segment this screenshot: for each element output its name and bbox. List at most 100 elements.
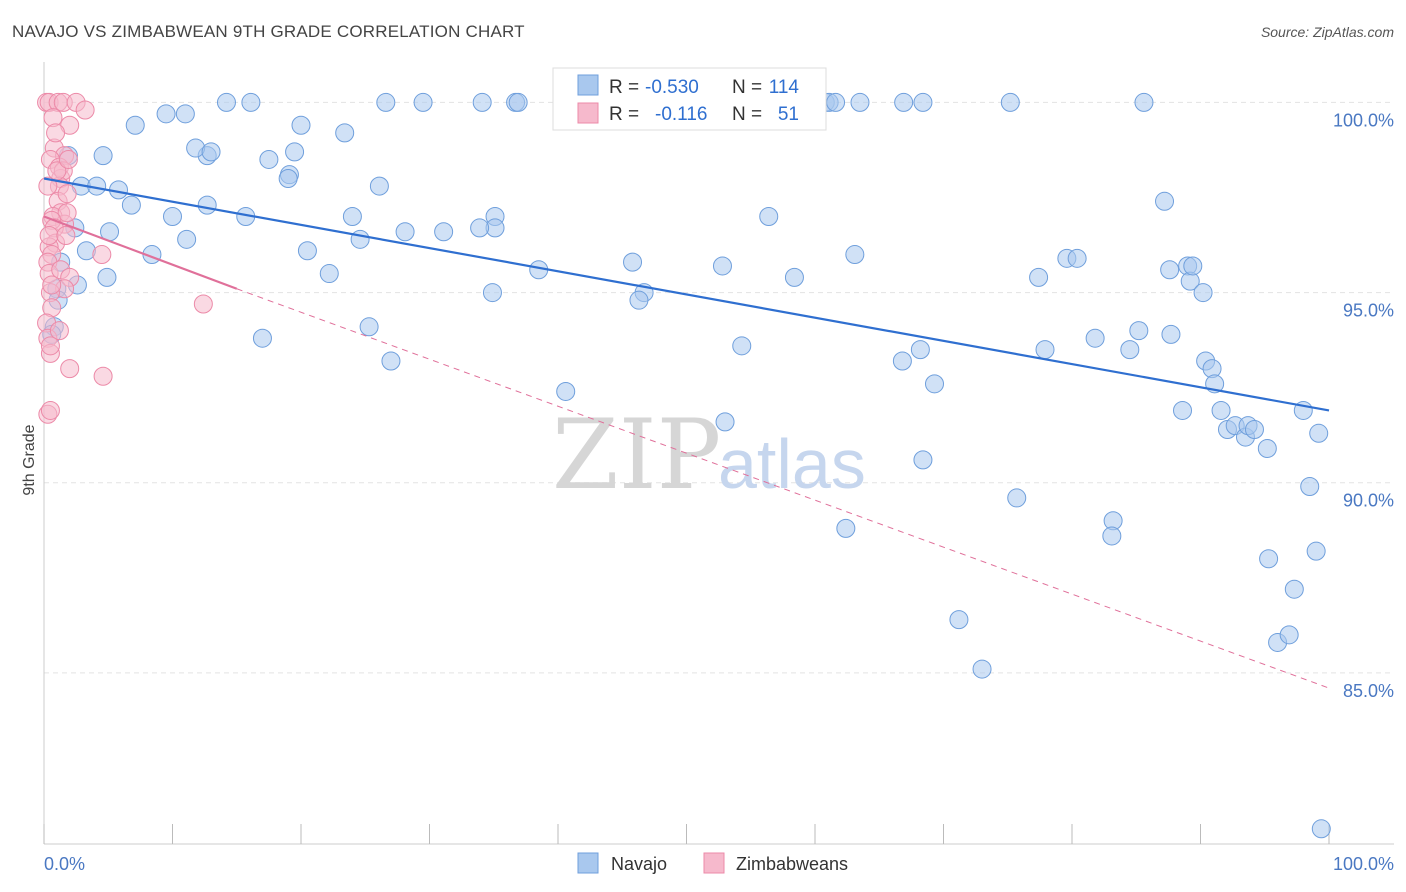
navajo-point [395, 222, 415, 242]
navajo-point [175, 104, 195, 124]
y-tick-label: 100.0% [1333, 110, 1394, 130]
navajo-point [163, 207, 182, 227]
navajo-point [1311, 819, 1331, 839]
navajo-point [335, 123, 355, 143]
zimbabwean-point [75, 100, 95, 120]
navajo-point [1193, 283, 1213, 303]
navajo-point [850, 92, 870, 112]
navajo-point [1257, 438, 1277, 458]
zimbabwean-point [42, 275, 62, 295]
navajo-point [1161, 324, 1181, 344]
navajo-point [556, 381, 576, 401]
watermark-atlas: atlas [718, 425, 866, 503]
navajo-point [1211, 400, 1231, 420]
navajo-point [1134, 92, 1154, 112]
navajo-point [1244, 419, 1264, 439]
navajo-point [259, 149, 279, 169]
navajo-point [369, 176, 389, 196]
zimbabwean-point [56, 226, 76, 246]
navajo-point [381, 351, 401, 371]
navajo-point [125, 115, 145, 135]
navajo-point [1300, 477, 1320, 497]
navajo-point [156, 104, 176, 124]
navajo-point [836, 518, 856, 538]
navajo-point [784, 267, 804, 287]
navajo-point [845, 245, 865, 265]
legend-swatch-zimbabwean [577, 102, 599, 124]
legend-n-label-navajo: N = [732, 77, 762, 98]
navajo-point [1173, 400, 1193, 420]
stats-legend: R = -0.530 N = 114 R = -0.116 N = 51 [552, 67, 827, 131]
zimbabwean-point [39, 226, 59, 246]
y-axis-label: 9th Grade [21, 424, 38, 495]
navajo-point [913, 92, 933, 112]
navajo-point [712, 256, 732, 276]
navajo-point [759, 207, 779, 227]
navajo-point [1309, 423, 1329, 443]
navajo-point [472, 92, 492, 112]
navajo-point [1067, 248, 1087, 268]
y-tick-label: 90.0% [1343, 491, 1394, 511]
navajo-point [1306, 541, 1326, 561]
navajo-point [1259, 549, 1279, 569]
watermark: ZIP atlas [552, 399, 866, 511]
zimbabwean-point [38, 176, 58, 196]
navajo-point [1120, 340, 1140, 360]
zimbabwean-point [40, 336, 60, 356]
zimbabwean-point [193, 294, 213, 314]
zimbabwean-point [57, 203, 77, 223]
navajo-point [197, 195, 217, 215]
navajo-point [93, 146, 113, 166]
zimbabwean-point [46, 123, 66, 143]
navajo-point [297, 241, 317, 261]
navajo-point [177, 229, 197, 249]
navajo-point [715, 412, 735, 432]
series-legend: Navajo Zimbabweans [577, 852, 848, 874]
navajo-point [278, 168, 298, 188]
navajo-point [434, 222, 454, 242]
navajo-point [1000, 92, 1020, 112]
navajo-point [732, 336, 752, 356]
navajo-point [1160, 260, 1180, 280]
navajo-point [216, 92, 236, 112]
chart-title: NAVAJO VS ZIMBABWEAN 9TH GRADE CORRELATI… [12, 22, 525, 41]
navajo-point [376, 92, 396, 112]
navajo-point [342, 207, 362, 227]
navajo-point [350, 229, 370, 249]
navajo-point [629, 290, 649, 310]
navajo-point [291, 115, 311, 135]
x-tick-label-min: 0.0% [44, 854, 85, 874]
navajo-point [241, 92, 261, 112]
zimbabwean-point [57, 184, 77, 204]
zimbabwean-point [60, 359, 80, 379]
navajo-point [1029, 267, 1049, 287]
navajo-point [826, 92, 846, 112]
legend-n-value-navajo: 114 [769, 77, 800, 98]
navajo-point [482, 283, 502, 303]
navajo-point [913, 450, 933, 470]
navajo-point [285, 142, 305, 162]
legend-n-value-zimbabwean: 51 [778, 104, 799, 125]
x-tick-label-max: 100.0% [1333, 854, 1394, 874]
data-points [37, 92, 1331, 839]
navajo-point [1129, 321, 1149, 341]
source-label: Source: ZipAtlas.com [1260, 24, 1394, 40]
trend-lines [43, 177, 1330, 689]
navajo-point [894, 92, 914, 112]
legend-r-label-zimbabwean: R = [609, 104, 639, 125]
navajo-point [1155, 191, 1175, 211]
zimbabwean-point [58, 149, 78, 169]
navajo-point [1102, 526, 1122, 546]
navajo-point [508, 92, 528, 112]
navajo-point [623, 252, 643, 272]
legend-r-label-navajo: R = [609, 77, 639, 98]
navajo-point [949, 610, 969, 630]
navajo-point [1284, 579, 1304, 599]
navajo-point [319, 264, 339, 284]
navajo-point [1183, 256, 1203, 276]
y-tick-label: 85.0% [1343, 681, 1394, 701]
legend-r-value-navajo: -0.530 [645, 77, 699, 98]
gridlines [44, 101, 1394, 674]
navajo-point [97, 267, 117, 287]
